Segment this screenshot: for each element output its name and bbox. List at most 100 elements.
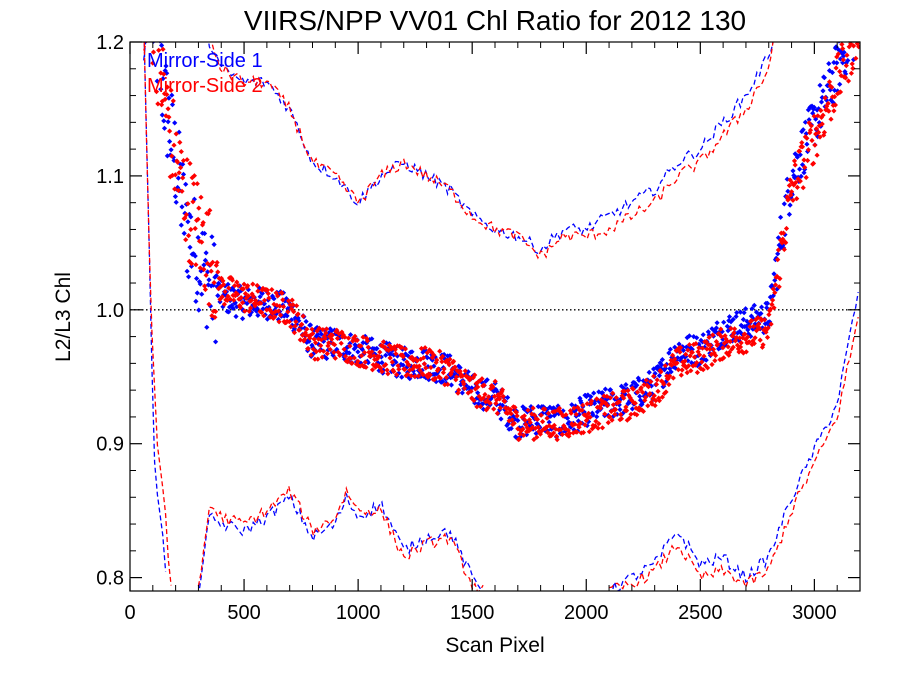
data-point — [658, 369, 664, 375]
data-point — [475, 390, 481, 396]
data-point — [221, 282, 227, 288]
data-point — [832, 102, 838, 108]
data-point — [187, 160, 193, 167]
data-point — [539, 428, 545, 434]
data-point — [834, 60, 840, 66]
data-point — [465, 369, 471, 375]
data-point — [405, 353, 411, 359]
y-tick-label: 1.2 — [96, 32, 124, 54]
data-point — [168, 87, 174, 93]
data-point — [210, 259, 216, 265]
y-tick-label: 0.8 — [96, 568, 124, 590]
data-point — [828, 116, 834, 122]
x-tick-label: 2500 — [678, 602, 723, 624]
data-point — [217, 296, 223, 302]
data-point — [440, 353, 446, 359]
data-point — [586, 429, 592, 435]
data-point — [752, 335, 758, 341]
data-point — [656, 398, 662, 404]
data-point — [764, 305, 770, 311]
data-point — [364, 338, 370, 344]
data-point — [172, 120, 178, 126]
data-point — [744, 318, 750, 324]
data-point — [329, 336, 335, 342]
data-point — [522, 417, 528, 423]
data-point — [737, 335, 743, 341]
data-point — [242, 291, 249, 297]
data-point — [478, 396, 484, 402]
data-point — [157, 24, 162, 29]
data-point — [656, 373, 662, 379]
y-tick-label: 0.9 — [96, 434, 124, 456]
data-point — [770, 286, 776, 292]
data-point — [618, 411, 624, 418]
data-point — [191, 181, 197, 187]
data-point — [275, 308, 281, 314]
data-point — [742, 331, 748, 337]
data-point — [291, 330, 297, 336]
data-point — [661, 390, 668, 396]
data-point — [327, 326, 333, 332]
data-point — [714, 320, 720, 326]
data-point — [303, 318, 309, 325]
data-point — [543, 424, 549, 430]
data-point — [347, 343, 353, 349]
data-point — [578, 400, 584, 406]
data-point — [666, 350, 672, 356]
data-point — [315, 356, 321, 362]
data-point — [534, 416, 541, 422]
data-point — [529, 413, 535, 419]
data-point — [506, 418, 512, 424]
data-point — [845, 57, 851, 64]
data-point — [774, 286, 780, 292]
data-point — [799, 140, 805, 146]
data-point — [835, 51, 841, 57]
data-point — [734, 310, 740, 316]
data-point — [300, 313, 306, 319]
data-point — [153, 37, 158, 42]
y-axis-label: L2/L3 Chl — [52, 272, 75, 362]
data-point — [193, 298, 199, 304]
data-point — [481, 382, 487, 388]
data-point — [374, 356, 380, 362]
data-point — [431, 352, 437, 358]
data-point — [778, 237, 784, 243]
data-point — [764, 300, 771, 306]
data-point — [259, 309, 265, 315]
data-point — [754, 323, 760, 329]
data-point — [231, 297, 237, 303]
data-point — [576, 424, 582, 430]
data-point — [318, 343, 324, 349]
data-point — [378, 365, 384, 371]
data-point — [680, 344, 686, 350]
data-point — [821, 75, 827, 81]
data-point — [672, 344, 678, 350]
data-point — [818, 99, 825, 105]
data-point — [839, 42, 845, 47]
data-point — [478, 403, 484, 410]
data-point — [201, 266, 207, 272]
data-point — [740, 316, 746, 323]
data-point — [584, 423, 590, 429]
data-point — [188, 261, 195, 267]
data-point — [686, 342, 692, 348]
data-point — [295, 311, 301, 317]
data-point — [516, 436, 522, 442]
data-point — [837, 68, 843, 75]
data-point — [799, 128, 805, 135]
data-point — [446, 362, 452, 368]
data-point — [273, 290, 279, 296]
data-point — [448, 382, 454, 388]
data-point — [313, 326, 319, 332]
data-point — [745, 331, 752, 337]
data-point — [794, 184, 800, 190]
data-point — [854, 42, 860, 47]
data-point — [245, 293, 251, 299]
data-point — [592, 423, 598, 429]
data-point — [685, 358, 691, 364]
data-point — [675, 355, 681, 361]
data-point — [207, 303, 214, 309]
data-point — [848, 31, 853, 36]
data-point — [544, 415, 550, 421]
data-point — [749, 306, 755, 312]
